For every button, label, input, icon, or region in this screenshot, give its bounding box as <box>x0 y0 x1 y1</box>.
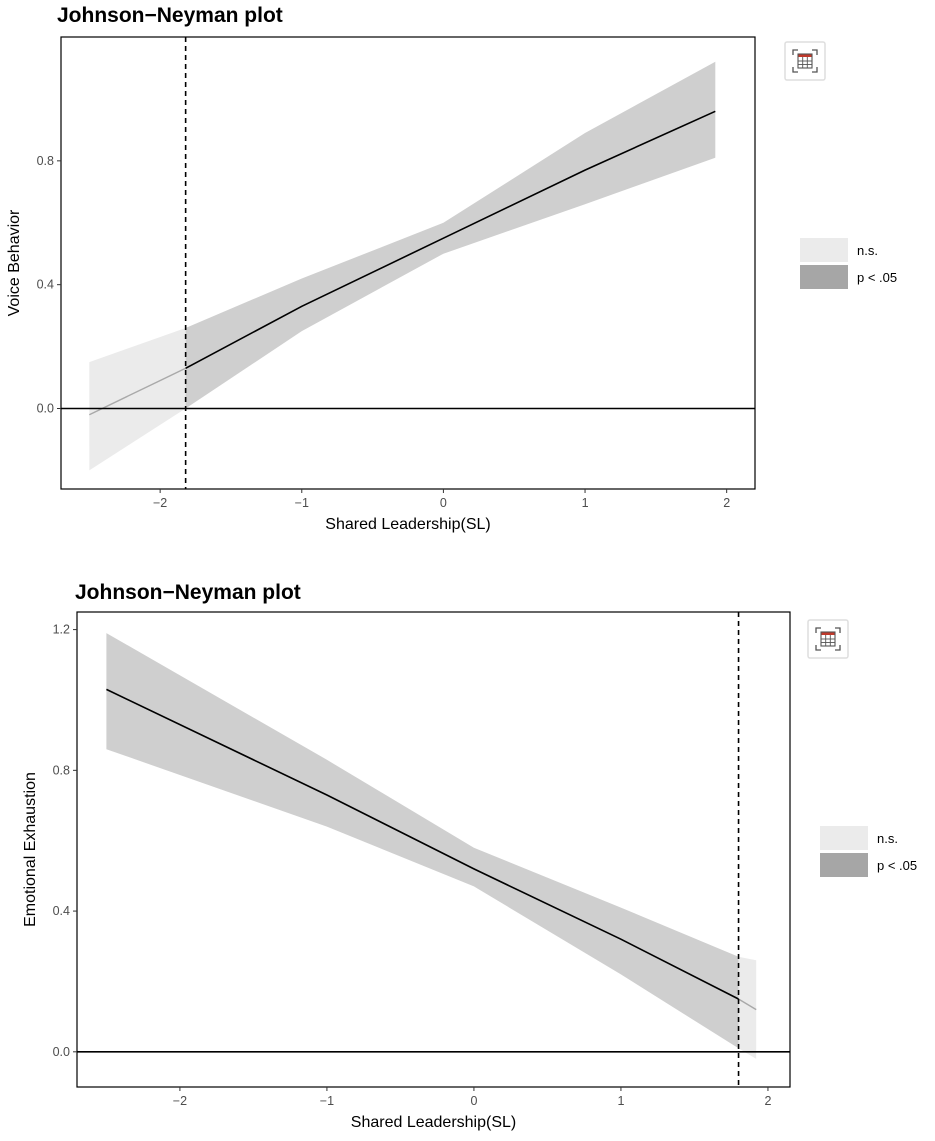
x-tick-label: 0 <box>470 1094 477 1108</box>
y-tick-label: 0.0 <box>37 402 54 416</box>
y-tick-label: 0.8 <box>53 763 70 777</box>
y-tick-label: 1.2 <box>53 623 70 637</box>
legend-label: p < .05 <box>857 270 897 285</box>
legend-swatch <box>800 238 848 262</box>
slope-line-significant <box>106 688 739 1000</box>
icon-corner-bracket <box>812 67 818 73</box>
x-tick-label: 0 <box>440 496 447 510</box>
y-tick-label: 0.4 <box>53 904 70 918</box>
plot-frame <box>76 611 791 1088</box>
ci-band-significant <box>106 633 739 1049</box>
icon-corner-bracket <box>815 627 821 633</box>
legend-label: n.s. <box>877 831 898 846</box>
icon-corner-bracket <box>792 67 798 73</box>
y-axis-title: Emotional Exhaustion <box>22 772 39 927</box>
x-tick-label: 1 <box>582 496 589 510</box>
plot-frame <box>60 36 756 490</box>
legend: n.s. p < .05 <box>800 238 897 289</box>
slope-line-ns <box>738 998 757 1011</box>
y-tick-label: 0.4 <box>37 278 54 292</box>
chart-panel-2: Johnson−Neyman plot −2 −1 0 1 2 0.0 0.4 0.8 1.2 Sh… <box>22 581 917 1131</box>
table-view-icon[interactable] <box>807 619 849 659</box>
x-axis-title: Shared Leadership(SL) <box>325 516 490 533</box>
y-axis-title: Voice Behavior <box>6 209 23 316</box>
x-tick-label: 2 <box>764 1094 771 1108</box>
icon-corner-bracket <box>835 627 841 633</box>
icon-corner-bracket <box>835 645 841 651</box>
legend: n.s. p < .05 <box>820 826 917 877</box>
icon-corner-bracket <box>815 645 821 651</box>
x-tick-label: 1 <box>617 1094 624 1108</box>
legend-swatch <box>800 265 848 289</box>
x-axis-title: Shared Leadership(SL) <box>351 1114 516 1131</box>
chart-panel-1: Johnson−Neyman plot −2 −1 0 1 2 0.0 0.4 0.8 Share… <box>6 4 897 533</box>
slope-line-ns <box>88 367 186 416</box>
x-tick-label: −2 <box>173 1094 187 1108</box>
icon-header-bar <box>821 632 835 635</box>
table-view-icon[interactable] <box>784 41 826 81</box>
legend-label: p < .05 <box>877 858 917 873</box>
icon-corner-bracket <box>812 49 818 55</box>
x-tick-label: 2 <box>723 496 730 510</box>
legend-swatch <box>820 826 868 850</box>
ci-band-ns <box>89 328 186 471</box>
legend-swatch <box>820 853 868 877</box>
ci-band-ns <box>738 956 757 1059</box>
y-tick-label: 0.0 <box>53 1045 70 1059</box>
chart-title: Johnson−Neyman plot <box>57 4 283 27</box>
chart-title: Johnson−Neyman plot <box>75 581 301 604</box>
y-tick-label: 0.8 <box>37 154 54 168</box>
icon-corner-bracket <box>792 49 798 55</box>
x-tick-label: −2 <box>153 496 167 510</box>
legend-label: n.s. <box>857 243 878 258</box>
icon-header-bar <box>798 54 812 57</box>
x-tick-label: −1 <box>320 1094 334 1108</box>
slope-line-significant <box>185 110 716 370</box>
x-tick-label: −1 <box>295 496 309 510</box>
